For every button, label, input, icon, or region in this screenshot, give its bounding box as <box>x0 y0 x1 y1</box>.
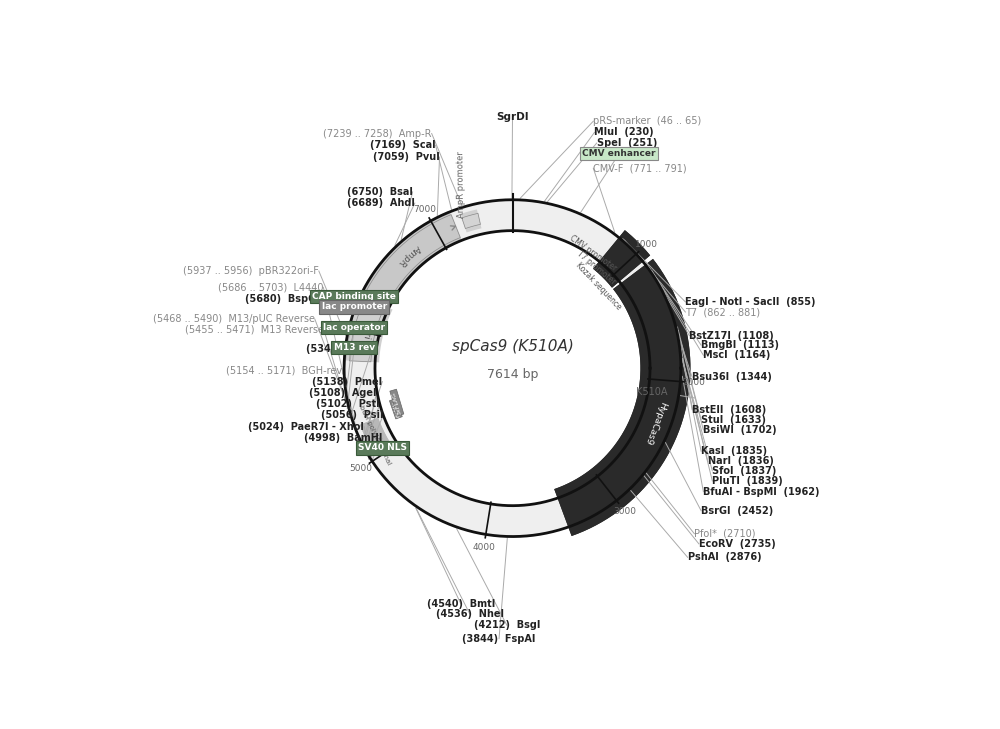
Text: MscI  (1164): MscI (1164) <box>703 350 771 360</box>
Text: (5937 .. 5956)  pBR322ori-F: (5937 .. 5956) pBR322ori-F <box>183 266 319 276</box>
Text: CMV promoter: CMV promoter <box>568 234 619 273</box>
Text: EcoRV  (2735): EcoRV (2735) <box>699 539 776 549</box>
Text: (5108)  AgeI: (5108) AgeI <box>309 388 377 398</box>
Text: KasI  (1835): KasI (1835) <box>701 446 767 456</box>
Text: CMV enhancer: CMV enhancer <box>582 149 656 158</box>
Text: (5154 .. 5171)  BGH-rev: (5154 .. 5171) BGH-rev <box>226 366 342 376</box>
Text: bGH poly(A) signal: bGH poly(A) signal <box>358 404 392 466</box>
Text: pRS-marker  (46 .. 65): pRS-marker (46 .. 65) <box>593 116 702 126</box>
Polygon shape <box>462 214 480 228</box>
Text: BmgBI  (1113): BmgBI (1113) <box>701 340 779 350</box>
Text: (7169)  ScaI: (7169) ScaI <box>370 140 436 150</box>
Text: 7614 bp: 7614 bp <box>487 368 538 381</box>
Text: M13 rev: M13 rev <box>334 343 375 352</box>
Text: (7059)  PvuI: (7059) PvuI <box>373 152 440 162</box>
Text: (5138)  PmeI: (5138) PmeI <box>312 377 382 386</box>
Text: SgrDI: SgrDI <box>496 112 529 122</box>
Text: BstZ17I  (1108): BstZ17I (1108) <box>689 330 774 340</box>
Text: AmpR: AmpR <box>396 243 422 268</box>
Text: 7000: 7000 <box>413 205 436 214</box>
Text: EagI - NotI - SacII  (855): EagI - NotI - SacII (855) <box>685 297 816 307</box>
Circle shape <box>344 200 681 537</box>
Text: PluTI  (1839): PluTI (1839) <box>712 476 783 486</box>
Text: Bsu36I  (1344): Bsu36I (1344) <box>692 372 772 382</box>
Text: (7239 .. 7258)  Amp-R: (7239 .. 7258) Amp-R <box>323 128 432 139</box>
Text: CMV-F  (771 .. 791): CMV-F (771 .. 791) <box>593 163 687 174</box>
Text: 1000: 1000 <box>635 241 658 249</box>
Text: BsrGI  (2452): BsrGI (2452) <box>701 506 773 515</box>
Text: (5680)  BspQI - SapI: (5680) BspQI - SapI <box>245 294 355 303</box>
Text: SfoI  (1837): SfoI (1837) <box>712 466 777 476</box>
Text: 3xFLAG: 3xFLAG <box>391 390 403 415</box>
Text: AmpR promoter: AmpR promoter <box>456 151 466 218</box>
Text: (4536)  NheI: (4536) NheI <box>436 609 504 619</box>
Text: (3844)  FspAI: (3844) FspAI <box>462 634 536 644</box>
Text: (5102)  PstI: (5102) PstI <box>316 399 380 408</box>
Text: BsiWI  (1702): BsiWI (1702) <box>703 425 777 435</box>
Text: (5468 .. 5490)  M13/pUC Reverse: (5468 .. 5490) M13/pUC Reverse <box>153 314 315 324</box>
Text: (5686 .. 5703)  L4440: (5686 .. 5703) L4440 <box>218 282 323 292</box>
Text: (5056)  PsiI: (5056) PsiI <box>321 410 383 420</box>
Text: (5024)  PaeR7I - XhoI: (5024) PaeR7I - XhoI <box>248 421 364 432</box>
Text: lac promoter: lac promoter <box>322 303 387 311</box>
Text: CAP binding site: CAP binding site <box>312 292 396 301</box>
Text: (4212)  BsgI: (4212) BsgI <box>474 620 540 631</box>
Text: lac operator: lac operator <box>323 323 385 332</box>
Polygon shape <box>366 214 460 303</box>
Circle shape <box>375 230 650 506</box>
Text: BstEII  (1608): BstEII (1608) <box>692 405 766 415</box>
Text: BfuAI - BspMI  (1962): BfuAI - BspMI (1962) <box>703 487 820 496</box>
Text: 5000: 5000 <box>350 464 373 473</box>
Text: StuI  (1633): StuI (1633) <box>701 415 766 425</box>
Text: PshAI  (2876): PshAI (2876) <box>688 553 761 562</box>
Text: 4000: 4000 <box>472 543 495 552</box>
Text: 6xHis: 6xHis <box>391 399 401 418</box>
Text: (5455 .. 5471)  M13 Reverse: (5455 .. 5471) M13 Reverse <box>185 325 324 335</box>
Text: 6000: 6000 <box>324 321 347 330</box>
Text: 3000: 3000 <box>613 507 636 515</box>
Text: SpeI  (251): SpeI (251) <box>597 138 657 148</box>
Text: 2000: 2000 <box>682 378 705 387</box>
Text: (4998)  BamHI: (4998) BamHI <box>304 433 382 443</box>
Text: NarI  (1836): NarI (1836) <box>708 456 774 467</box>
Text: (6750)  BsaI: (6750) BsaI <box>347 187 413 197</box>
Text: (5349)  BbsI: (5349) BbsI <box>306 344 372 354</box>
Text: SV40 NLS: SV40 NLS <box>358 443 407 453</box>
Text: MluI  (230): MluI (230) <box>594 128 654 137</box>
Polygon shape <box>350 297 385 362</box>
Text: HypaCas9: HypaCas9 <box>643 400 668 446</box>
Text: Kozak sequence: Kozak sequence <box>574 260 623 311</box>
Text: (4540)  BmtI: (4540) BmtI <box>427 599 495 609</box>
Text: (6689)  AhdI: (6689) AhdI <box>347 198 415 208</box>
Text: PfoI*  (2710): PfoI* (2710) <box>694 529 756 539</box>
Text: K510A: K510A <box>636 386 667 397</box>
Text: T7  (862 .. 881): T7 (862 .. 881) <box>685 307 761 317</box>
Text: ori: ori <box>361 327 372 340</box>
Text: spCas9 (K510A): spCas9 (K510A) <box>452 339 573 354</box>
Text: T7 promoter: T7 promoter <box>575 249 617 286</box>
